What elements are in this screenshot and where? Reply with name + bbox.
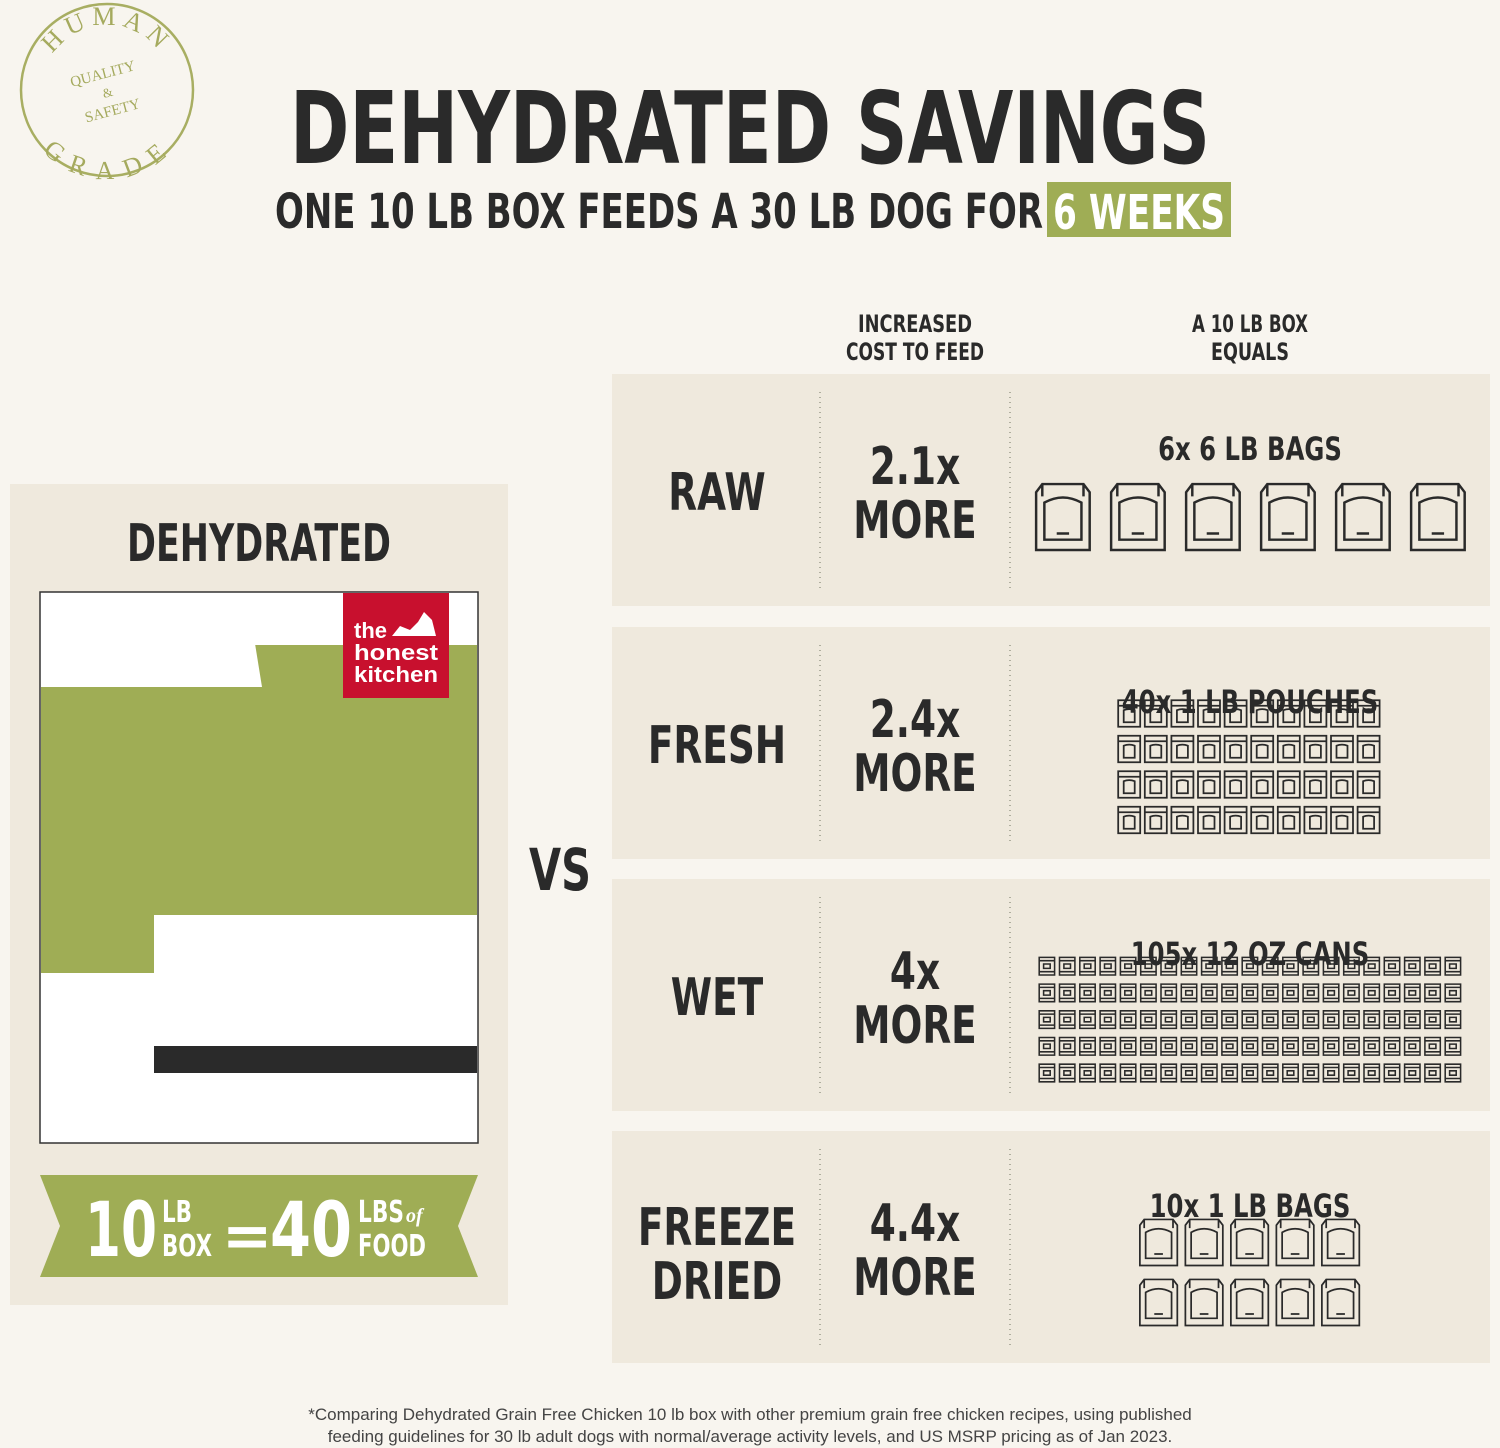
column-header: COST TO FEED xyxy=(846,338,984,366)
banner-unit: FOOD xyxy=(358,1229,426,1264)
banner-unit: BOX xyxy=(162,1229,212,1264)
row-equals: 105x 12 OZ CANS xyxy=(1131,935,1370,973)
vs: VS xyxy=(529,836,591,904)
brand: the xyxy=(354,618,387,643)
brand: honest xyxy=(354,640,439,665)
row-cost: MORE xyxy=(853,996,976,1056)
row-cost: 4.4x xyxy=(870,1194,960,1254)
highlight: 6 WEEKS xyxy=(1053,185,1225,241)
row-cost: MORE xyxy=(853,744,976,804)
banner-number: 40 xyxy=(270,1185,352,1274)
row-type: DRIED xyxy=(652,1252,783,1312)
row-type: FREEZE xyxy=(638,1198,796,1258)
banner-number: 10 xyxy=(85,1185,157,1274)
row-cost: 2.4x xyxy=(870,690,960,750)
badge-ring xyxy=(19,2,195,178)
footnote: feeding guidelines for 30 lb adult dogs … xyxy=(328,1427,1173,1446)
column-header: A 10 LB BOX xyxy=(1192,310,1308,338)
subtitle: ONE 10 LB BOX FEEDS A 30 LB DOG FOR xyxy=(275,184,1043,240)
banner-connector: of xyxy=(406,1205,425,1227)
panel-label: DEHYDRATED xyxy=(127,514,391,574)
banner-equals: = xyxy=(222,1201,272,1271)
row-type: WET xyxy=(671,968,764,1028)
row-equals: 40x 1 LB POUCHES xyxy=(1122,683,1378,721)
row-panel xyxy=(612,1131,1490,1363)
row-type: FRESH xyxy=(648,716,786,776)
row-panel xyxy=(612,374,1490,606)
row-cost: MORE xyxy=(853,1248,976,1308)
row-cost: 2.1x xyxy=(870,437,960,497)
brand: kitchen xyxy=(354,662,438,687)
banner: 10 LB BOX = 40 LBS of FOOD xyxy=(40,1175,478,1277)
column-header: EQUALS xyxy=(1211,338,1289,366)
banner-unit: LB xyxy=(162,1195,192,1230)
banner-unit: LBS xyxy=(358,1195,404,1230)
badge-line: & xyxy=(101,84,115,101)
row-cost: 4x xyxy=(890,942,940,1002)
title: DEHYDRATED SAVINGS xyxy=(290,70,1210,187)
row-equals: 6x 6 LB BAGS xyxy=(1158,430,1342,468)
row-panel xyxy=(612,627,1490,859)
row-type: RAW xyxy=(668,463,765,523)
product-box: the honest kitchen xyxy=(39,591,479,1144)
row-cost: MORE xyxy=(853,491,976,551)
footnote: *Comparing Dehydrated Grain Free Chicken… xyxy=(308,1405,1192,1424)
column-header: INCREASED xyxy=(858,310,972,338)
highlight-box xyxy=(1047,182,1231,237)
